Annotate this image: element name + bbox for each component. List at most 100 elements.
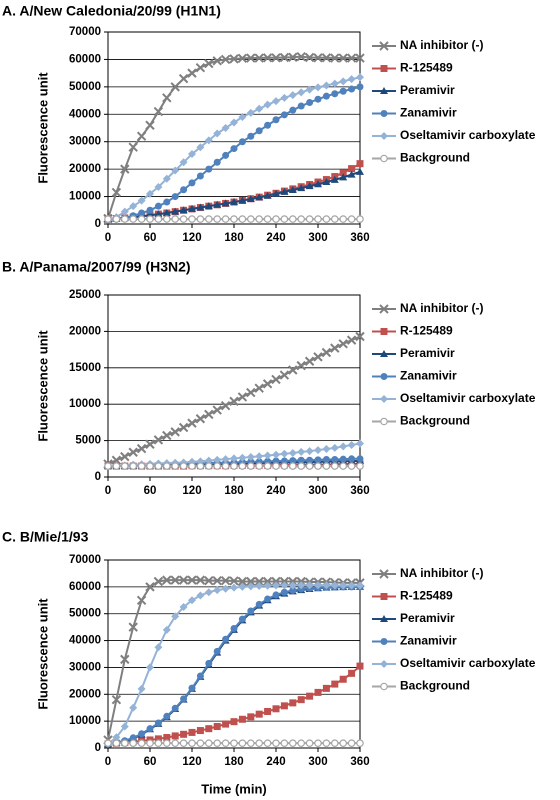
marker [272, 581, 280, 590]
y-tick-label: 20000 [69, 688, 101, 700]
marker [221, 215, 230, 223]
marker [306, 692, 314, 700]
x-tick-label: 180 [224, 485, 243, 497]
marker [196, 462, 205, 470]
y-tick-label: 30000 [69, 661, 101, 673]
marker [196, 172, 204, 180]
marker [230, 718, 238, 726]
marker [171, 704, 179, 712]
marker [288, 185, 297, 193]
marker [230, 145, 238, 153]
marker [279, 52, 290, 63]
marker [170, 575, 180, 585]
marker [246, 576, 256, 587]
y-tick-label: 50000 [69, 608, 101, 620]
marker [322, 739, 331, 747]
marker [153, 576, 164, 587]
marker [272, 705, 280, 713]
chart-title: A. A/New Caledonia/20/99 (H1N1) [2, 3, 221, 19]
marker [314, 83, 322, 92]
marker [247, 607, 255, 615]
marker [314, 180, 322, 188]
marker [154, 739, 163, 747]
y-tick-label: 40000 [69, 108, 101, 120]
marker [280, 449, 289, 458]
x-tick-label: 0 [105, 756, 111, 768]
marker [112, 739, 121, 747]
y-axis-label: Fluorescence unit [35, 598, 50, 710]
marker [129, 739, 138, 747]
marker [238, 453, 247, 462]
marker [305, 739, 314, 747]
marker [272, 739, 280, 747]
marker [237, 53, 248, 64]
marker [146, 215, 154, 223]
marker [380, 154, 388, 163]
marker [146, 206, 154, 214]
marker [221, 584, 230, 593]
marker [146, 462, 154, 470]
marker [238, 196, 247, 204]
marker [280, 739, 289, 747]
marker [171, 193, 179, 201]
marker [347, 75, 356, 84]
marker [188, 215, 196, 223]
marker [230, 215, 238, 223]
marker [178, 73, 189, 84]
marker [264, 121, 272, 129]
marker [212, 575, 222, 586]
marker [331, 680, 339, 688]
marker [347, 462, 356, 470]
marker [246, 108, 255, 117]
marker [254, 576, 264, 587]
marker [314, 581, 322, 590]
legend-label: Zanamivir [400, 634, 457, 648]
marker [204, 456, 213, 465]
marker [153, 435, 164, 445]
marker [321, 347, 332, 358]
marker [322, 462, 331, 470]
marker [263, 215, 272, 223]
x-tick-label: 180 [224, 756, 243, 768]
marker [255, 215, 264, 223]
x-tick-label: 360 [350, 232, 369, 244]
legend-label: Background [400, 414, 470, 428]
marker [255, 739, 264, 747]
marker [280, 93, 289, 102]
marker [297, 462, 306, 470]
marker [171, 207, 180, 215]
marker [238, 113, 247, 122]
marker [339, 215, 348, 223]
marker [279, 576, 290, 587]
marker [339, 169, 347, 177]
marker [180, 730, 188, 738]
x-tick-label: 300 [308, 756, 327, 768]
marker [280, 588, 288, 596]
marker [348, 165, 356, 173]
y-tick-label: 0 [95, 218, 101, 230]
marker [238, 739, 247, 747]
marker [263, 739, 272, 747]
marker [188, 596, 196, 605]
marker [238, 715, 246, 723]
chart-title: C. B/Mie/1/93 [2, 529, 89, 545]
marker [246, 387, 256, 398]
marker [229, 396, 239, 406]
marker [314, 739, 322, 747]
marker [280, 111, 288, 119]
marker [322, 444, 331, 453]
y-tick-label: 60000 [69, 53, 101, 65]
marker [314, 95, 322, 103]
marker [137, 196, 146, 205]
marker [356, 662, 364, 670]
marker [339, 462, 348, 470]
marker [121, 462, 129, 470]
marker [204, 58, 214, 69]
marker [180, 186, 188, 194]
marker [212, 56, 222, 66]
marker [356, 215, 364, 223]
marker [380, 660, 388, 668]
marker [120, 207, 129, 216]
marker [187, 68, 197, 78]
marker [230, 462, 238, 470]
